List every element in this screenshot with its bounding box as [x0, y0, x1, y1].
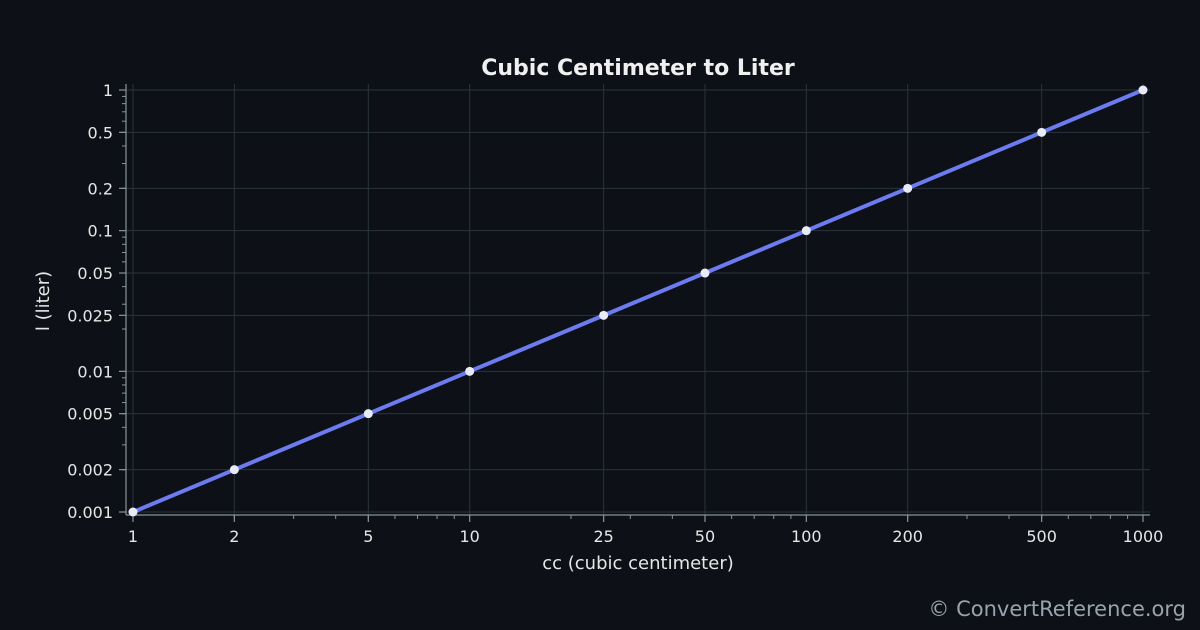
data-point	[700, 268, 710, 278]
y-tick-label: 0.005	[67, 405, 113, 424]
data-point	[128, 507, 138, 517]
y-tick-label: 0.1	[88, 222, 113, 241]
data-point	[1037, 127, 1047, 137]
tick-labels: 1 2 5 10 25 50 100 200 500 10000.0010.0020.0050.0…	[67, 81, 1163, 546]
y-tick-label: 0.5	[88, 123, 113, 142]
y-tick-label: 0.001	[67, 503, 113, 522]
data-point	[1138, 85, 1148, 95]
x-tick-label: 5	[363, 527, 373, 546]
y-axis-label: l (liter)	[33, 271, 54, 331]
y-tick-label: 0.01	[77, 362, 113, 381]
chart-title: Cubic Centimeter to Liter	[481, 56, 795, 81]
x-tick-label: 100	[791, 527, 822, 546]
series	[128, 85, 1148, 517]
x-axis-label: cc (cubic centimeter)	[542, 553, 734, 574]
x-tick-label: 25	[593, 527, 613, 546]
x-tick-label: 1000	[1123, 527, 1164, 546]
x-tick-label: 10	[459, 527, 479, 546]
y-tick-label: 0.025	[67, 306, 113, 325]
data-point	[465, 366, 475, 376]
series-line	[131, 88, 1145, 514]
y-tick-label: 1	[103, 81, 113, 100]
data-point	[599, 310, 609, 320]
data-point	[903, 183, 913, 193]
data-point	[801, 226, 811, 236]
x-tick-label: 2	[229, 527, 239, 546]
y-tick-label: 0.002	[67, 461, 113, 480]
axes	[119, 84, 1150, 522]
grid-lines	[126, 84, 1150, 515]
y-tick-label: 0.05	[77, 264, 113, 283]
y-tick-label: 0.2	[88, 179, 113, 198]
x-tick-label: 1	[128, 527, 138, 546]
data-point	[363, 409, 373, 419]
watermark-text: © ConvertReference.org	[928, 597, 1186, 621]
data-point	[229, 465, 239, 475]
x-tick-label: 200	[892, 527, 923, 546]
x-tick-label: 500	[1026, 527, 1057, 546]
x-tick-label: 50	[695, 527, 715, 546]
